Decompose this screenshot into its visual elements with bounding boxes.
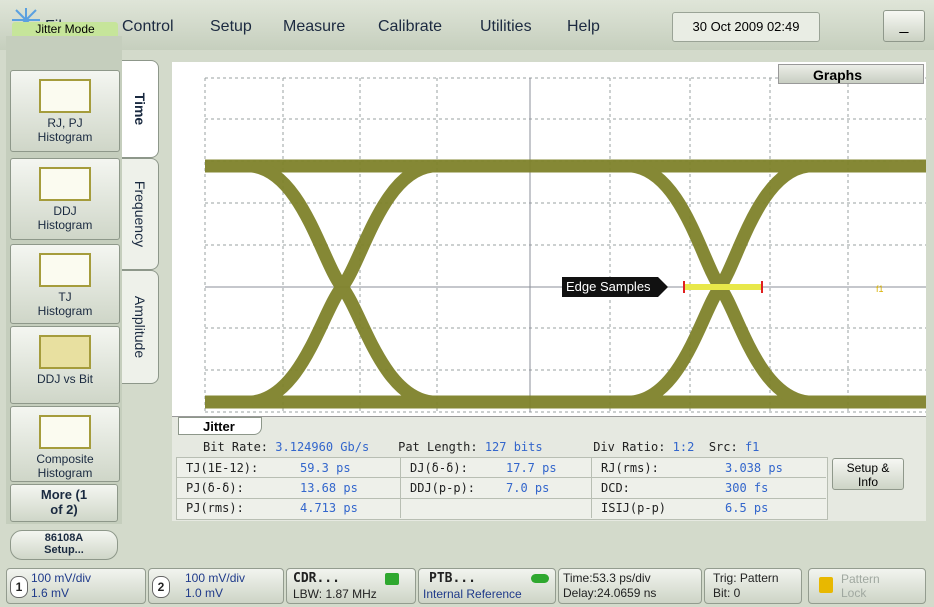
channel-offset: 1.6 mV [31, 586, 70, 600]
menu-item[interactable]: Calibrate [378, 18, 443, 35]
time-delay: Delay:24.0659 ns [563, 586, 657, 600]
pattern-lock[interactable]: Pattern Lock [808, 568, 926, 604]
metric-value: 17.7 ps [506, 461, 557, 475]
cdr-detail: LBW: 1.87 MHz [293, 587, 377, 601]
channel-number: 2 [152, 576, 170, 598]
metric-value: 4.713 ps [300, 501, 358, 515]
icon [39, 415, 91, 449]
sidebar-button[interactable]: DDJ vs Bit [10, 326, 120, 404]
trigger-source: Trig: Pattern [713, 571, 779, 585]
summary-label: Div Ratio: [593, 440, 666, 454]
metric-value: 3.038 ps [725, 461, 783, 475]
tab-label: Jitter [203, 419, 235, 434]
metric-label: DCD: [601, 481, 630, 495]
lock-icon [819, 577, 833, 593]
icon [39, 79, 91, 113]
column-divider [400, 457, 592, 518]
button-label: More (1 of 2) [40, 487, 88, 517]
metric-label: RJ(rms): [601, 461, 659, 475]
ptb-status[interactable]: PTB... Internal Reference [418, 568, 556, 604]
summary-label: Bit Rate: [203, 440, 269, 454]
metric-value: 13.68 ps [300, 481, 358, 495]
mode-label: Jitter Mode [12, 22, 118, 36]
channel-2[interactable]: 2 100 mV/div 1.0 mV [148, 568, 284, 604]
button-label: Composite Histogram [36, 452, 94, 480]
icon [39, 167, 91, 201]
sidebar-button[interactable]: DDJ Histogram [10, 158, 120, 240]
header-label: Graphs [813, 67, 863, 83]
sidebar-button[interactable]: Composite Histogram [10, 406, 120, 482]
button-label: DDJ vs Bit [36, 372, 93, 386]
metric-label: PJ(δ-δ): [186, 481, 244, 495]
menu-item[interactable]: Setup [210, 18, 252, 35]
channel-scale: 100 mV/div [31, 571, 92, 585]
channel-1[interactable]: 1 100 mV/div 1.6 mV [6, 568, 146, 604]
tab-label: Time [132, 92, 148, 126]
icon [39, 253, 91, 287]
button-label: TJ Histogram [37, 290, 93, 318]
channel-scale: 100 mV/div [185, 571, 246, 585]
metric-label: DDJ(p-p): [410, 481, 476, 495]
cdr-status[interactable]: CDR... LBW: 1.87 MHz [286, 568, 416, 604]
trigger-bit: Bit: 0 [713, 586, 741, 600]
metric-value: 7.0 ps [506, 481, 550, 495]
eye-diagram [172, 62, 926, 416]
summary-label: Src: [708, 440, 738, 454]
menu-item[interactable]: Measure [283, 18, 346, 35]
jitter-table [176, 457, 828, 520]
summary-value: f1 [744, 440, 760, 454]
metric-value: 59.3 ps [300, 461, 351, 475]
time-scale: Time:53.3 ps/div [563, 571, 651, 585]
annotation: Edge Samples [566, 279, 651, 294]
more-button[interactable]: More (1 of 2) [10, 484, 118, 522]
tab[interactable]: Amplitude [122, 270, 159, 384]
setup-info-button[interactable]: Setup & Info [832, 458, 904, 490]
lock-label: Pattern Lock [841, 572, 880, 600]
summary-value: 1:2 [672, 440, 695, 454]
button-label: DDJ Histogram [37, 204, 93, 232]
button-label: RJ, PJ Histogram [37, 116, 93, 144]
timebase-status[interactable]: Time:53.3 ps/div Delay:24.0659 ns [558, 568, 702, 604]
metric-label: PJ(rms): [186, 501, 244, 515]
lock-icon [385, 573, 399, 585]
metric-label: TJ(1E-12): [186, 461, 259, 475]
marker-label: f1 [876, 284, 884, 294]
metric-label: DJ(δ-δ): [410, 461, 468, 475]
ptb-title: PTB... [429, 571, 476, 586]
tab-label: Frequency [132, 180, 148, 248]
sidebar-button[interactable]: RJ, PJ Histogram [10, 70, 120, 152]
summary-value: 3.124960 Gb/s [275, 440, 370, 454]
menu-item[interactable]: Help [567, 18, 600, 35]
graphs-header[interactable]: Graphs [778, 64, 924, 84]
cdr-title: CDR... [293, 571, 340, 586]
summary-label: Pat Length: [398, 440, 478, 454]
summary-value: 127 bits [484, 440, 543, 454]
status-led [531, 574, 549, 583]
icon [39, 335, 91, 369]
setup-button[interactable]: 86108A Setup... [10, 530, 118, 560]
metric-value: 300 fs [725, 481, 769, 495]
menu-item[interactable]: Control [122, 18, 174, 35]
trigger-status[interactable]: Trig: Pattern Bit: 0 [704, 568, 802, 604]
channel-number: 1 [10, 576, 28, 598]
summary-row: Bit Rate: 3.124960 Gb/s Pat Length: 127 … [203, 440, 759, 454]
row-divider [176, 477, 826, 499]
button-label: Setup & Info [846, 461, 890, 489]
tab[interactable]: Frequency [122, 158, 159, 270]
minimize-button[interactable]: _ [883, 10, 925, 42]
menu-item[interactable]: Utilities [480, 18, 532, 35]
ptb-detail: Internal Reference [423, 587, 522, 601]
jitter-tab[interactable]: Jitter [178, 417, 262, 435]
metric-label: ISIJ(p-p) [601, 501, 667, 515]
metric-value: 6.5 ps [725, 501, 769, 515]
sidebar-button[interactable]: TJ Histogram [10, 244, 120, 324]
datetime: 30 Oct 2009 02:49 [672, 12, 820, 42]
tab-label: Amplitude [132, 295, 148, 359]
tab[interactable]: Time [122, 60, 159, 158]
channel-offset: 1.0 mV [185, 586, 224, 600]
button-label: 86108A Setup... [44, 532, 84, 556]
